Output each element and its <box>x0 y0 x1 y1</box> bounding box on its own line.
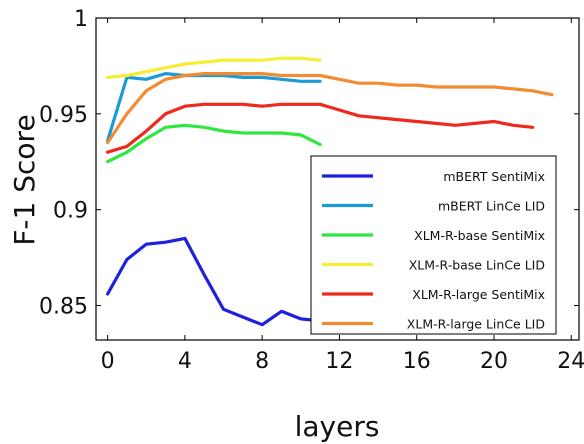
x-ticks: 0 4 8 12 16 20 24 <box>101 18 584 374</box>
x-tick-label: 4 <box>178 349 192 374</box>
legend-box <box>310 155 557 335</box>
x-tick-label: 8 <box>255 349 269 374</box>
series-line <box>105 102 535 154</box>
series-line <box>105 56 322 80</box>
legend-label: mBERT LinCe LID <box>438 199 545 214</box>
series-line <box>105 71 554 145</box>
x-tick-label: 12 <box>325 349 353 374</box>
legend-label: XLM-R-base SentiMix <box>414 228 545 243</box>
y-tick-label: 0.85 <box>39 295 88 320</box>
x-tick-label: 20 <box>480 349 508 374</box>
legend-label: mBERT SentiMix <box>443 169 545 184</box>
series-line <box>105 236 322 327</box>
legend-items: mBERT SentiMix mBERT LinCe LID XLM-R-base … <box>322 169 545 332</box>
legend: mBERT SentiMix mBERT LinCe LID XLM-R-base … <box>310 155 557 335</box>
x-axis-title: layers <box>295 410 380 443</box>
x-tick-label: 16 <box>403 349 431 374</box>
series-line <box>105 123 322 164</box>
legend-label: XLM-R-large LinCe LID <box>407 317 545 332</box>
x-tick-label: 0 <box>101 349 115 374</box>
y-tick-label: 1 <box>74 7 88 32</box>
y-ticks: 0.85 0.9 0.95 1 <box>39 7 579 320</box>
series-lines <box>105 56 554 327</box>
legend-label: XLM-R-base LinCe LID <box>409 258 545 273</box>
y-tick-label: 0.95 <box>39 103 88 128</box>
y-tick-label: 0.9 <box>53 199 88 224</box>
x-tick-label: 24 <box>557 349 584 374</box>
y-axis-title: F-1 Score <box>8 114 41 245</box>
legend-label: XLM-R-large SentiMix <box>412 287 545 302</box>
plot-frame <box>95 17 580 341</box>
series-line <box>105 71 322 143</box>
